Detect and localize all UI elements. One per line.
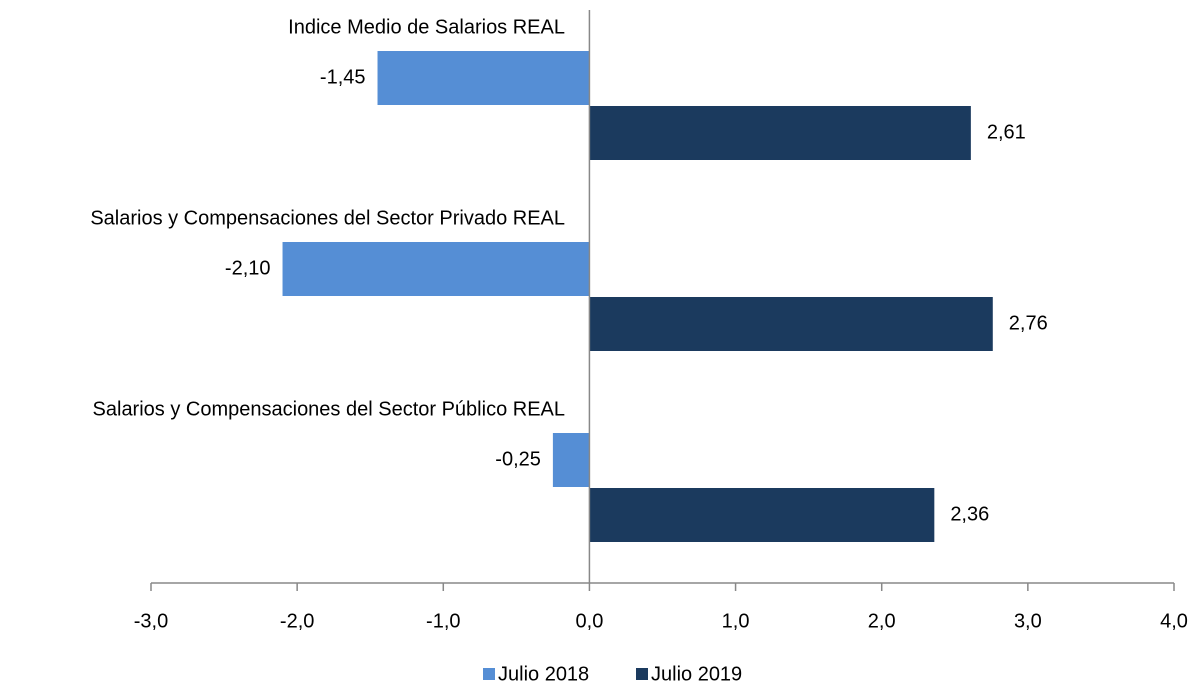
legend-label: Julio 2019 <box>651 663 742 685</box>
data-label: -2,10 <box>225 257 271 279</box>
bar <box>589 488 935 542</box>
legend-label: Julio 2018 <box>498 663 589 685</box>
bar <box>589 297 993 351</box>
data-label: -1,45 <box>320 66 366 88</box>
category-label: Salarios y Compensaciones del Sector Pri… <box>90 207 565 229</box>
x-tick-label: 3,0 <box>1014 610 1042 632</box>
category-label: Indice Medio de Salarios REAL <box>288 16 565 38</box>
bar <box>589 106 971 160</box>
x-tick-label: -2,0 <box>280 610 314 632</box>
x-tick-label: 0,0 <box>576 610 604 632</box>
bar <box>552 433 590 487</box>
x-tick-label: 1,0 <box>722 610 750 632</box>
legend-swatch <box>483 668 495 680</box>
data-label: 2,76 <box>1009 312 1048 334</box>
data-label: -0,25 <box>495 448 541 470</box>
x-tick-label: -3,0 <box>134 610 168 632</box>
bar <box>377 51 590 105</box>
x-tick-label: 2,0 <box>868 610 896 632</box>
data-label: 2,61 <box>987 121 1026 143</box>
x-tick-label: -1,0 <box>426 610 460 632</box>
legend-swatch <box>636 668 648 680</box>
data-label: 2,36 <box>950 503 989 525</box>
category-label: Salarios y Compensaciones del Sector Púb… <box>93 398 565 420</box>
x-tick-label: 4,0 <box>1160 610 1188 632</box>
bar <box>282 242 590 296</box>
